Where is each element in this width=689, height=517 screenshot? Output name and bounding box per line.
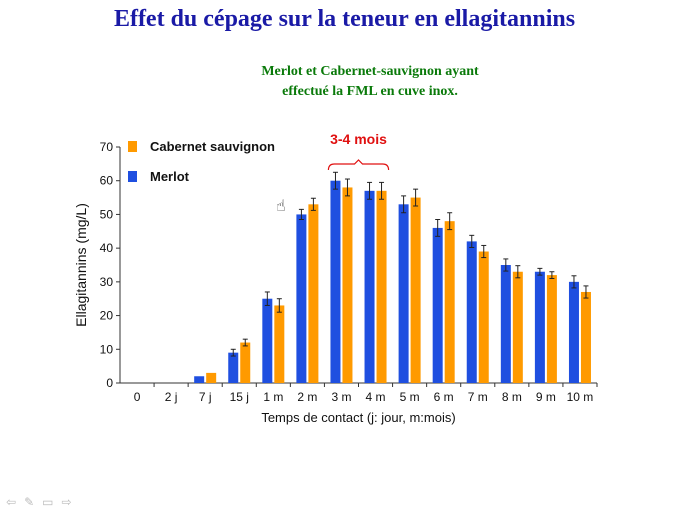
y-tick-label: 50 [100, 207, 114, 221]
hand-cursor-icon: ☝ [276, 196, 286, 215]
slide-navigation: ⇦ ✎ ▭ ⇨ [6, 495, 72, 509]
x-tick-label: 4 m [366, 390, 386, 404]
y-tick-label: 40 [100, 241, 114, 255]
x-tick-label: 2 j [165, 390, 178, 404]
cabernet-bar [206, 372, 217, 383]
arrow-left-icon[interactable]: ⇦ [6, 495, 17, 509]
y-axis-label: Ellagitannins (mg/L) [73, 203, 89, 327]
merlot-bar [296, 214, 307, 383]
y-tick-label: 60 [100, 174, 114, 188]
cabernet-bar [274, 305, 285, 383]
cabernet-bar [444, 221, 455, 383]
cabernet-bar [478, 251, 489, 383]
legend-label: Merlot [150, 169, 190, 184]
cabernet-bar [240, 342, 251, 383]
x-axis-label: Temps de contact (j: jour, m:mois) [261, 410, 455, 425]
chart-axes: 0 10 20 30 40 50 60 70 0 2 j 7 j 15 j 1 m 2 m 3 m 4 m 5 … [73, 140, 598, 425]
arrow-right-icon[interactable]: ⇨ [61, 495, 72, 509]
slide-subtitle: Merlot et Cabernet-sauvignon ayant effec… [200, 62, 540, 102]
x-tick-label: 7 m [468, 390, 488, 404]
y-tick-label: 30 [100, 275, 114, 289]
y-tick-label: 70 [100, 140, 114, 154]
cabernet-bar [342, 187, 353, 383]
legend-swatch [128, 171, 137, 182]
x-tick-label: 6 m [434, 390, 454, 404]
subtitle-line-2: effectué la FML en cuve inox. [282, 84, 458, 99]
merlot-bar [262, 298, 273, 383]
merlot-bar [500, 265, 511, 383]
chart-annotation: 3-4 mois [327, 131, 390, 171]
merlot-bar [398, 204, 409, 383]
x-tick-label: 8 m [502, 390, 522, 404]
chart-bars [194, 171, 591, 383]
x-tick-label: 5 m [400, 390, 420, 404]
pen-icon[interactable]: ✎ [24, 495, 35, 509]
merlot-bar [330, 180, 341, 383]
cabernet-bar [410, 197, 421, 383]
annotation-bracket [327, 159, 390, 171]
merlot-bar [194, 376, 205, 383]
merlot-bar [432, 227, 443, 383]
legend-swatch [128, 141, 137, 152]
x-tick-label: 15 j [230, 390, 249, 404]
merlot-bar [568, 281, 579, 383]
x-tick-label: 3 m [331, 390, 351, 404]
x-tick-label: 10 m [567, 390, 594, 404]
legend-label: Cabernet sauvignon [150, 139, 275, 154]
y-tick-label: 0 [106, 376, 113, 390]
merlot-bar [534, 271, 545, 383]
cabernet-bar [376, 190, 387, 383]
cabernet-bar [512, 271, 523, 383]
x-tick-label: 2 m [297, 390, 317, 404]
y-tick-label: 20 [100, 309, 114, 323]
y-tick-label: 10 [100, 342, 114, 356]
merlot-bar [364, 190, 375, 383]
x-tick-label: 1 m [263, 390, 283, 404]
x-tick-label: 9 m [536, 390, 556, 404]
annotation-label: 3-4 mois [330, 131, 387, 147]
x-tick-label: 7 j [199, 390, 212, 404]
cabernet-bar [308, 204, 319, 383]
menu-icon[interactable]: ▭ [42, 495, 54, 509]
cabernet-bar [546, 275, 557, 383]
x-tick-label: 0 [134, 390, 141, 404]
subtitle-line-1: Merlot et Cabernet-sauvignon ayant [261, 64, 479, 79]
merlot-bar [466, 241, 477, 383]
slide-title: Effet du cépage sur la teneur en ellagit… [113, 6, 576, 32]
chart-legend: Cabernet sauvignon Merlot [128, 139, 275, 184]
cabernet-bar [580, 291, 591, 383]
merlot-bar [228, 352, 239, 383]
